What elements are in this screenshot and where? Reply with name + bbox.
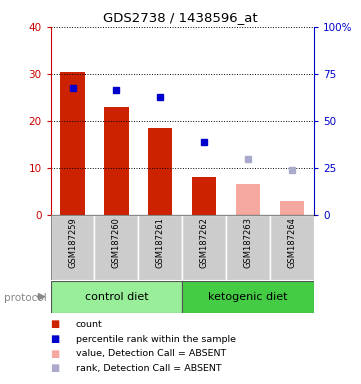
Text: GSM187260: GSM187260	[112, 217, 121, 268]
Text: GSM187262: GSM187262	[200, 217, 209, 268]
Bar	[51, 215, 95, 280]
Text: ■: ■	[51, 349, 60, 359]
Bar	[148, 128, 173, 215]
Bar	[104, 107, 129, 215]
Text: GSM187261: GSM187261	[156, 217, 165, 268]
Text: percentile rank within the sample: percentile rank within the sample	[76, 334, 236, 344]
Text: ■: ■	[51, 319, 60, 329]
Text: ■: ■	[51, 363, 60, 373]
Text: ketogenic diet: ketogenic diet	[208, 292, 288, 302]
Text: value, Detection Call = ABSENT: value, Detection Call = ABSENT	[76, 349, 226, 358]
Text: GDS2738 / 1438596_at: GDS2738 / 1438596_at	[103, 11, 258, 24]
Bar	[182, 281, 314, 313]
Text: control diet: control diet	[84, 292, 148, 302]
Bar	[95, 215, 138, 280]
Bar	[226, 215, 270, 280]
Bar	[280, 201, 304, 215]
Bar	[51, 281, 182, 313]
Bar	[138, 215, 182, 280]
Bar	[192, 177, 216, 215]
Bar	[182, 215, 226, 280]
Text: GSM187263: GSM187263	[244, 217, 253, 268]
Text: ■: ■	[51, 334, 60, 344]
Text: GSM187264: GSM187264	[288, 217, 297, 268]
Text: GSM187259: GSM187259	[68, 217, 77, 268]
Bar	[60, 71, 84, 215]
Text: rank, Detection Call = ABSENT: rank, Detection Call = ABSENT	[76, 364, 221, 373]
Text: protocol: protocol	[4, 293, 46, 303]
Bar	[270, 215, 314, 280]
Bar	[236, 184, 260, 215]
Text: count: count	[76, 320, 103, 329]
